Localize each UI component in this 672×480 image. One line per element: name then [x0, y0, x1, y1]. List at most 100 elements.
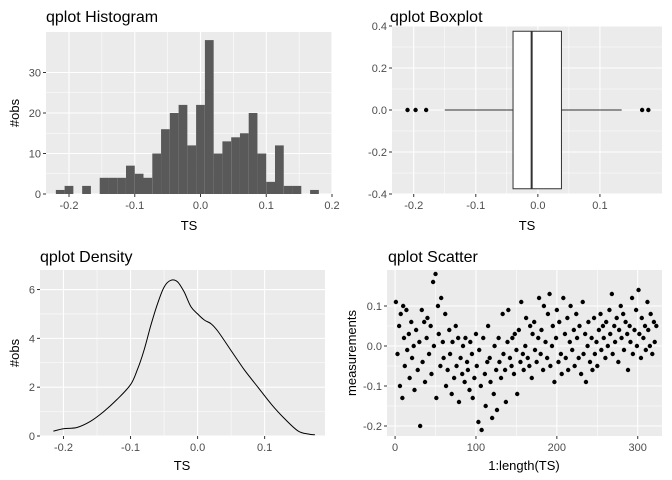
density-curve — [53, 279, 315, 436]
scatter-point — [473, 331, 479, 337]
scatter-point — [489, 415, 495, 421]
density-plot: qplot Density -0.2 -0.1 0.0 0.1 0 2 4 6 TS #obs — [7, 249, 325, 473]
scatter-point — [581, 351, 586, 357]
scatter-point — [406, 331, 412, 337]
scatter-point — [409, 319, 414, 325]
scatter-point — [397, 383, 403, 389]
scatter-point — [405, 347, 410, 353]
scatter-point — [525, 355, 530, 361]
scatter-point — [570, 347, 575, 353]
scatter-point — [463, 335, 468, 341]
histogram-axes: -0.2 -0.1 0.0 0.1 0.2 0 10 20 30 — [29, 68, 340, 213]
scatter-point — [523, 343, 528, 349]
scatter-point — [557, 319, 562, 325]
scatter-point — [556, 359, 561, 365]
scatter-point — [433, 271, 438, 277]
scatter-point — [598, 311, 603, 317]
scatter-point — [643, 347, 649, 353]
boxplot-axes: -0.2 -0.1 0.0 0.1 -0.4 -0.2 0.0 0.2 0.4 — [368, 21, 608, 212]
histogram-bar — [152, 153, 162, 194]
scatter-point — [591, 315, 597, 321]
scatter-point — [527, 323, 533, 329]
scatter-point — [636, 287, 641, 293]
scatter-point — [417, 423, 423, 429]
scatter-point — [428, 323, 433, 329]
scatter-axes: 0 100 200 300 -0.2 -0.1 0.0 0.1 — [363, 301, 647, 454]
scatter-point — [609, 291, 615, 297]
scatter-point — [426, 351, 432, 357]
scatter-point — [498, 375, 504, 381]
boxplot-box — [512, 30, 562, 190]
boxplot-marks — [405, 30, 651, 190]
boxplot-xtick-label: -0.2 — [404, 200, 423, 212]
scatter-point — [483, 403, 488, 409]
scatter-point — [532, 319, 537, 325]
scatter-point — [592, 351, 598, 357]
histogram-bar — [108, 177, 118, 194]
scatter-point — [516, 327, 522, 333]
scatter-point — [540, 367, 546, 373]
boxplot-ytick-label: 0.0 — [372, 105, 387, 117]
scatter-point — [521, 367, 526, 373]
scatter-point — [460, 371, 465, 377]
boxplot-ytick-label: -0.4 — [368, 189, 387, 201]
scatter-point — [440, 339, 446, 345]
scatter-point — [603, 355, 608, 361]
scatter-point — [548, 363, 553, 369]
histogram-bar — [213, 153, 223, 194]
histogram-xtick-label: 0.0 — [193, 200, 208, 212]
scatter-point — [436, 331, 441, 337]
scatter-ytick-label: 0.1 — [367, 301, 382, 313]
histogram-xtick-label: 0.1 — [259, 200, 274, 212]
density-xtick-label: -0.2 — [54, 442, 73, 454]
histogram-bar — [266, 181, 275, 194]
scatter-point — [567, 339, 572, 345]
scatter-point — [500, 311, 505, 317]
scatter-point — [491, 391, 496, 397]
scatter-point — [549, 343, 555, 349]
scatter-point — [596, 327, 602, 333]
scatter-point — [505, 339, 510, 345]
histogram-bar — [187, 145, 197, 194]
density-ytick-label: 6 — [29, 285, 35, 297]
scatter-point — [582, 331, 588, 337]
scatter-point — [654, 323, 659, 329]
scatter-point — [492, 343, 497, 349]
scatter-point — [629, 295, 635, 301]
histogram-bar — [161, 129, 170, 194]
scatter-point — [509, 363, 514, 369]
histogram-xlabel: TS — [181, 218, 198, 233]
histogram-bar — [222, 141, 232, 194]
scatter-point — [429, 371, 434, 377]
histogram-xtick-label: -0.1 — [125, 200, 144, 212]
histogram-bar — [196, 104, 205, 194]
histogram-xtick-label: 0.2 — [324, 200, 339, 212]
boxplot-outlier — [639, 107, 645, 113]
histogram-xtick-label: -0.2 — [60, 200, 79, 212]
density-xlabel: TS — [174, 458, 191, 473]
boxplot-outlier — [646, 107, 651, 113]
density-xtick-label: 0.1 — [257, 442, 272, 454]
histogram-bar — [82, 185, 91, 194]
scatter-point — [576, 355, 581, 361]
scatter-point — [512, 331, 517, 337]
scatter-point — [435, 303, 441, 309]
scatter-point — [587, 359, 593, 365]
density-ytick-label: 2 — [29, 382, 35, 394]
scatter-point — [401, 335, 407, 341]
scatter-point — [400, 395, 405, 401]
scatter-point — [462, 379, 467, 385]
scatter-point — [572, 363, 577, 369]
boxplot-outlier — [405, 107, 410, 113]
scatter-point — [534, 359, 539, 365]
scatter-point — [543, 339, 548, 345]
scatter-point — [476, 419, 481, 425]
scatter-point — [620, 311, 626, 317]
scatter-point — [456, 399, 462, 405]
scatter-point — [641, 335, 646, 341]
scatter-point — [532, 347, 538, 353]
scatter-point — [600, 323, 606, 329]
histogram-bar — [126, 165, 135, 194]
histogram-ytick-label: 0 — [35, 189, 41, 201]
scatter-point — [413, 327, 419, 333]
